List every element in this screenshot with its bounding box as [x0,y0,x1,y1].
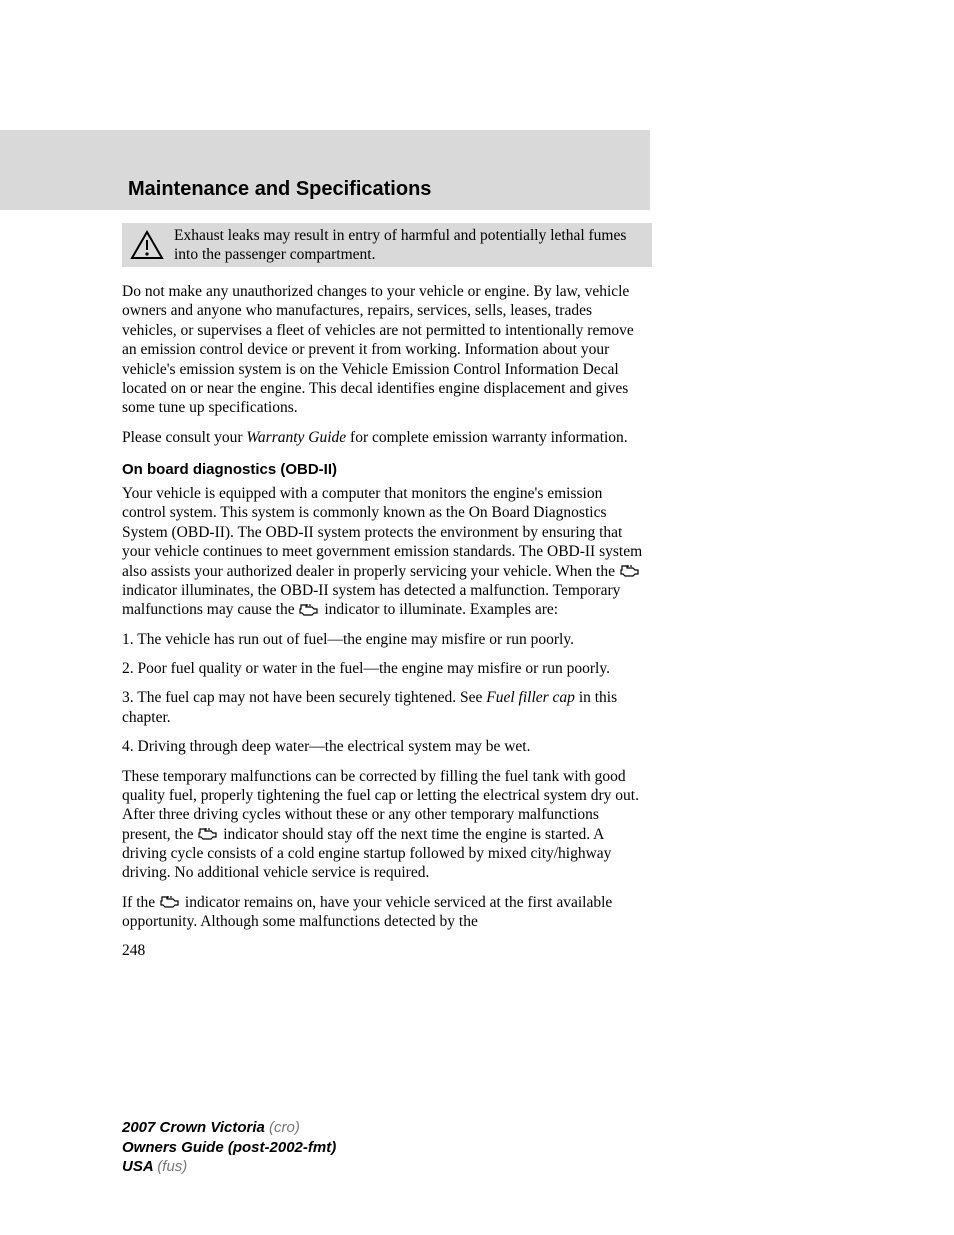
footer-text: (fus) [157,1158,187,1175]
warning-text: Exhaust leaks may result in entry of har… [174,226,644,265]
page-title: Maintenance and Specifications [128,178,431,201]
subheading: On board diagnostics (OBD-II) [122,461,650,478]
text: If the [122,894,159,911]
list-item: 1. The vehicle has run out of fuel—the e… [122,630,650,649]
text: indicator remains on, have your vehicle … [122,894,612,930]
footer-text: Owners Guide (post-2002-fmt) [122,1139,336,1156]
text: Please consult your [122,429,246,446]
footer-line: USA (fus) [122,1157,336,1177]
paragraph: Please consult your Warranty Guide for c… [122,428,650,447]
italic-text: Fuel filler cap [486,689,575,706]
paragraph: If the indicator remains on, have your v… [122,893,650,932]
list-item: 2. Poor fuel quality or water in the fue… [122,659,650,678]
text: indicator to illuminate. Examples are: [320,601,558,618]
warning-callout: Exhaust leaks may result in entry of har… [122,223,652,267]
check-engine-icon [619,564,641,578]
footer: 2007 Crown Victoria (cro) Owners Guide (… [122,1118,336,1177]
footer-text: (cro) [269,1119,300,1136]
check-engine-icon [197,827,219,841]
footer-text: 2007 Crown Victoria [122,1119,269,1136]
list-item: 3. The fuel cap may not have been secure… [122,688,650,727]
body-content: Do not make any unauthorized changes to … [122,282,650,960]
italic-text: Warranty Guide [246,429,346,446]
check-engine-icon [298,603,320,617]
check-engine-icon [159,895,181,909]
paragraph: Your vehicle is equipped with a computer… [122,484,650,620]
page-number: 248 [122,942,650,960]
footer-line: Owners Guide (post-2002-fmt) [122,1138,336,1158]
footer-line: 2007 Crown Victoria (cro) [122,1118,336,1138]
text: 3. The fuel cap may not have been secure… [122,689,486,706]
paragraph: These temporary malfunctions can be corr… [122,767,650,883]
list-item: 4. Driving through deep water—the electr… [122,737,650,756]
warning-triangle-icon [130,230,164,260]
text: for complete emission warranty informati… [346,429,628,446]
paragraph: Do not make any unauthorized changes to … [122,282,650,418]
text: Your vehicle is equipped with a computer… [122,485,642,580]
footer-text: USA [122,1158,157,1175]
